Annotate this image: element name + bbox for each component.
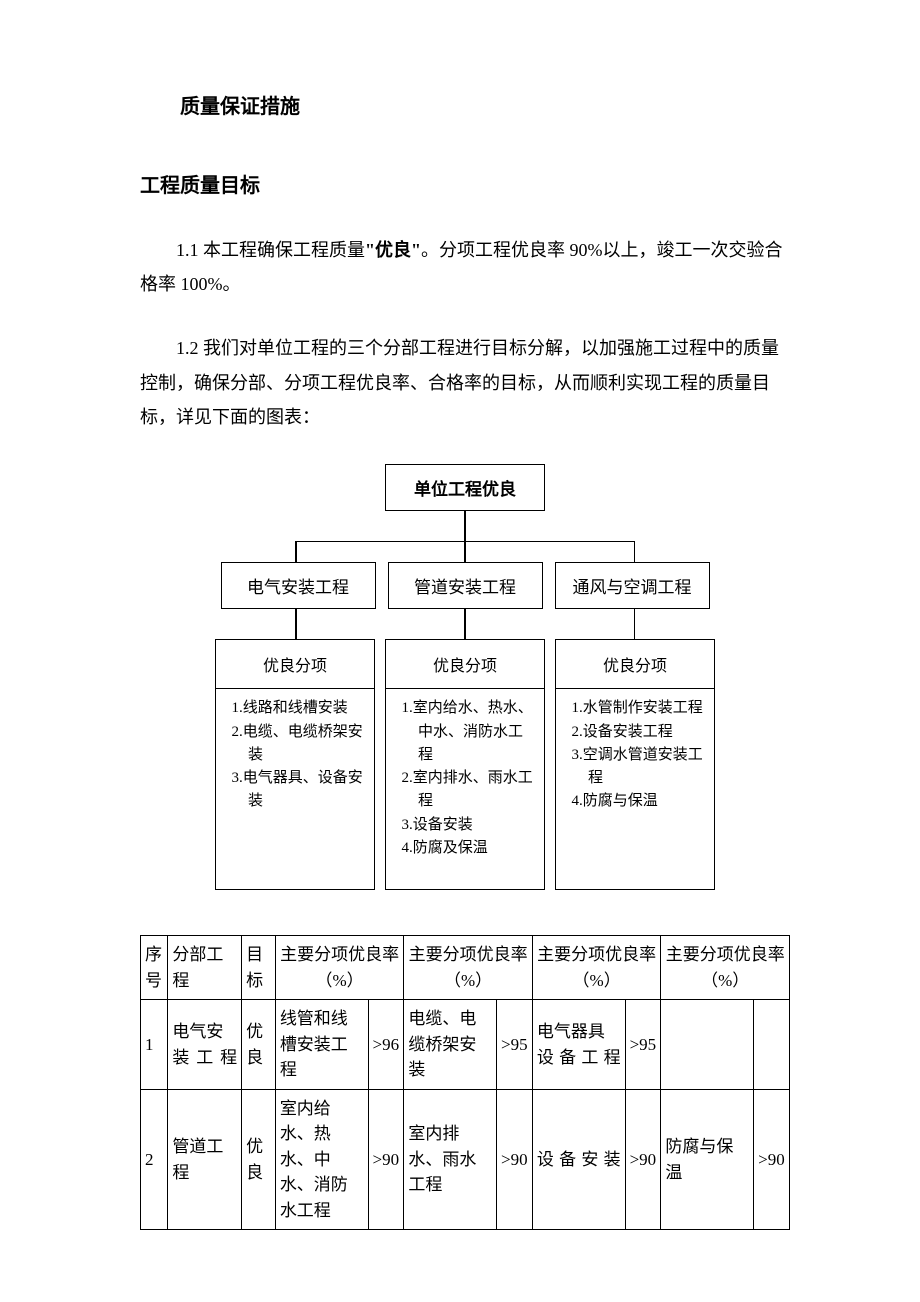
org-bottom-items: 1.室内给水、热水、中水、消防水工程 2.室内排水、雨水工程 3.设备安装 4.… — [386, 689, 544, 889]
org-item: 3.设备安装 — [418, 814, 536, 837]
org-item: 4.防腐与保温 — [588, 790, 706, 813]
org-bottom-col: 优良分项 1.室内给水、热水、中水、消防水工程 2.室内排水、雨水工程 3.设备… — [385, 639, 545, 890]
cell-goal: 优良 — [242, 1089, 276, 1230]
org-connector — [464, 511, 466, 541]
cell-name — [661, 1000, 754, 1090]
cell-rate: >90 — [368, 1089, 404, 1230]
cell-rate — [754, 1000, 790, 1090]
org-top-node: 单位工程优良 — [385, 464, 545, 511]
cell-rate: >96 — [368, 1000, 404, 1090]
cell-dept: 管道工程 — [168, 1089, 242, 1230]
org-mid-node: 通风与空调工程 — [555, 562, 710, 609]
table-header-row: 序号 分部工程 目标 主要分项优良率（%） 主要分项优良率 （%） 主要分项优良… — [141, 936, 790, 1000]
org-mid-node: 管道安装工程 — [388, 562, 543, 609]
cell-rate: >95 — [625, 1000, 661, 1090]
cell-rate: >95 — [497, 1000, 533, 1090]
org-chart: 单位工程优良 电气安装工程 管道安装工程 通风与空调工程 优良分项 1.线路和线… — [215, 464, 715, 891]
p1-quote: "优良" — [365, 240, 421, 260]
cell-goal: 优良 — [242, 1000, 276, 1090]
th-pair: 主要分项优良率 （%） — [532, 936, 661, 1000]
org-bottom-items: 1.水管制作安装工程 2.设备安装工程 3.空调水管道安装工程 4.防腐与保温 — [556, 689, 714, 889]
cell-name: 电缆、电缆桥架安装 — [404, 1000, 497, 1090]
p1-pre: 1.1 本工程确保工程质量 — [176, 240, 365, 260]
org-sub-label: 优良分项 — [386, 640, 544, 689]
th-pair: 主要分项优良率 （%） — [404, 936, 533, 1000]
section-subtitle: 工程质量目标 — [140, 169, 790, 198]
paragraph-1: 1.1 本工程确保工程质量"优良"。分项工程优良率 90%以上，竣工一次交验合格… — [140, 233, 790, 301]
cell-rate: >90 — [625, 1089, 661, 1230]
table-row: 1 电气安装工程 优良 线管和线槽安装工程 >96 电缆、电缆桥架安装 >95 … — [141, 1000, 790, 1090]
org-item: 2.电缆、电缆桥架安装 — [248, 721, 366, 768]
cell-name: 防腐与保温 — [661, 1089, 754, 1230]
rate-table: 序号 分部工程 目标 主要分项优良率（%） 主要分项优良率 （%） 主要分项优良… — [140, 935, 790, 1230]
org-sub-label: 优良分项 — [216, 640, 374, 689]
org-item: 2.室内排水、雨水工程 — [418, 767, 536, 814]
org-mid-node: 电气安装工程 — [221, 562, 376, 609]
org-bottom-items: 1.线路和线槽安装 2.电缆、电缆桥架安装 3.电气器具、设备安装 — [216, 689, 374, 889]
cell-dept: 电气安装工程 — [168, 1000, 242, 1090]
org-sub-label: 优良分项 — [556, 640, 714, 689]
th-pair: 主要分项优良率 （%） — [661, 936, 790, 1000]
cell-name: 线管和线槽安装工程 — [275, 1000, 368, 1090]
cell-name: 室内排水、雨水工程 — [404, 1089, 497, 1230]
paragraph-2: 1.2 我们对单位工程的三个分部工程进行目标分解，以加强施工过程中的质量控制，确… — [140, 331, 790, 434]
org-connector — [295, 542, 635, 562]
org-mid-row: 电气安装工程 管道安装工程 通风与空调工程 — [215, 562, 715, 609]
cell-name: 设备安装 — [532, 1089, 625, 1230]
org-item: 3.空调水管道安装工程 — [588, 744, 706, 791]
cell-seq: 2 — [141, 1089, 168, 1230]
org-item: 1.室内给水、热水、中水、消防水工程 — [418, 697, 536, 767]
cell-rate: >90 — [754, 1089, 790, 1230]
org-connector — [295, 609, 635, 639]
th-dept: 分部工程 — [168, 936, 242, 1000]
cell-name: 室内给水、热水、中水、消防水工程 — [275, 1089, 368, 1230]
org-item: 2.设备安装工程 — [588, 721, 706, 744]
org-bottom-col: 优良分项 1.水管制作安装工程 2.设备安装工程 3.空调水管道安装工程 4.防… — [555, 639, 715, 890]
org-item: 4.防腐及保温 — [418, 837, 536, 860]
th-pair: 主要分项优良率（%） — [275, 936, 404, 1000]
org-item: 3.电气器具、设备安装 — [248, 767, 366, 814]
table-row: 2 管道工程 优良 室内给水、热水、中水、消防水工程 >90 室内排水、雨水工程… — [141, 1089, 790, 1230]
cell-seq: 1 — [141, 1000, 168, 1090]
th-goal: 目标 — [242, 936, 276, 1000]
doc-title: 质量保证措施 — [180, 90, 790, 119]
cell-rate: >90 — [497, 1089, 533, 1230]
org-item: 1.线路和线槽安装 — [248, 697, 366, 720]
th-seq: 序号 — [141, 936, 168, 1000]
org-item: 1.水管制作安装工程 — [588, 697, 706, 720]
org-bottom-row: 优良分项 1.线路和线槽安装 2.电缆、电缆桥架安装 3.电气器具、设备安装 优… — [215, 639, 715, 890]
cell-name: 电气器具设备工程 — [532, 1000, 625, 1090]
org-bottom-col: 优良分项 1.线路和线槽安装 2.电缆、电缆桥架安装 3.电气器具、设备安装 — [215, 639, 375, 890]
